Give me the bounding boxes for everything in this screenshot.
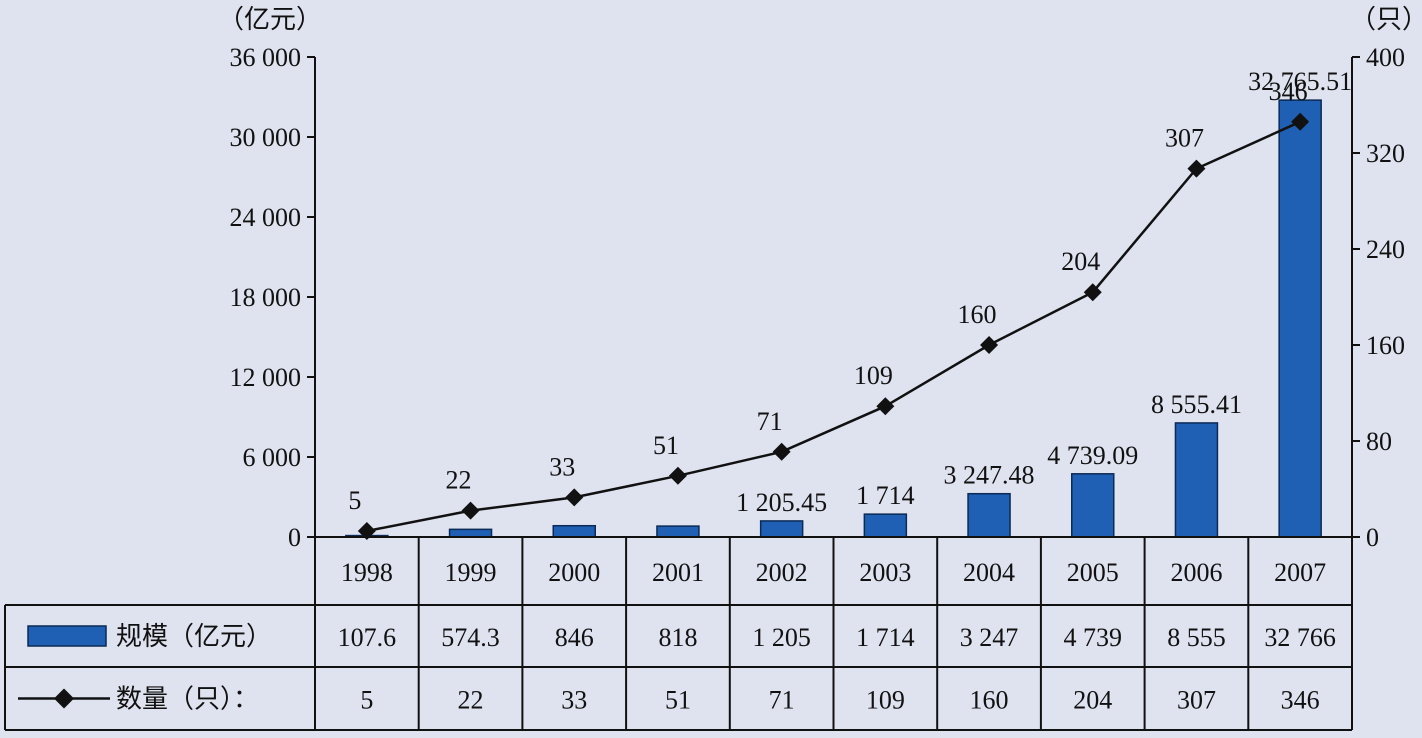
- right-axis-tick-label: 400: [1366, 43, 1405, 72]
- line-data-label: 71: [757, 407, 783, 436]
- table-bar-value: 846: [555, 623, 594, 652]
- table-category-label: 2004: [963, 558, 1015, 587]
- table-category-label: 2005: [1067, 558, 1119, 587]
- table-line-value: 160: [970, 686, 1009, 715]
- left-axis-tick-label: 18 000: [230, 283, 302, 312]
- bar: [1174, 422, 1219, 538]
- table-category-label: 2003: [859, 558, 911, 587]
- right-axis-unit: （只）: [1350, 5, 1422, 34]
- line-data-label: 5: [348, 486, 361, 515]
- table-category-label: 1998: [341, 558, 393, 587]
- bar: [448, 528, 493, 538]
- table-bar-value: 107.6: [338, 623, 397, 652]
- line-data-label: 22: [446, 466, 472, 495]
- line-data-label: 204: [1061, 247, 1100, 276]
- bar: [759, 520, 804, 538]
- bar-data-label: 8 555.41: [1151, 390, 1242, 419]
- table-line-value: 5: [360, 686, 373, 715]
- bar: [656, 525, 700, 538]
- left-axis-tick-label: 36 000: [230, 43, 302, 72]
- left-axis-tick-label: 30 000: [230, 123, 302, 152]
- bar: [552, 524, 596, 538]
- table-bar-value: 1 205: [752, 623, 811, 652]
- table-line-value: 346: [1281, 686, 1320, 715]
- line-data-label: 346: [1269, 77, 1308, 106]
- line-marker: [980, 336, 999, 354]
- right-axis: （只） 0 80 160 240 320 400: [1350, 5, 1422, 552]
- right-axis-ticks: 0 80 160 240 320 400: [1352, 43, 1405, 552]
- line-marker: [876, 397, 895, 416]
- bar-data-label: 3 247.48: [944, 461, 1035, 490]
- table-category-label: 2007: [1274, 558, 1326, 587]
- line-path: [366, 120, 1301, 533]
- left-axis: （亿元） 0 6 000 12 000 18 000 24 000 30 000 36 00…: [218, 5, 322, 552]
- line-series: [357, 112, 1310, 540]
- line-marker: [357, 522, 376, 540]
- table-category-label: 2000: [548, 558, 600, 587]
- table-category-label: 2002: [756, 558, 808, 587]
- table-category-label: 1999: [445, 558, 497, 587]
- left-axis-tick-label: 24 000: [230, 203, 302, 232]
- table-bar-value: 4 739: [1064, 623, 1123, 652]
- left-axis-ticks: 0 6 000 12 000 18 000 24 000 30 000 36 000: [230, 43, 315, 552]
- line-data-label: 307: [1165, 124, 1204, 153]
- table-category-label: 2006: [1170, 558, 1222, 587]
- table-bar-value: 32 766: [1264, 623, 1336, 652]
- line-marker: [1187, 159, 1206, 178]
- right-axis-tick-label: 80: [1366, 427, 1392, 456]
- bar-data-label: 32 765.51: [1248, 67, 1352, 96]
- table-line-value: 22: [458, 686, 484, 715]
- bar-data-label: 1 714: [856, 481, 915, 510]
- right-axis-tick-label: 320: [1366, 139, 1405, 168]
- right-axis-tick-label: 240: [1366, 235, 1405, 264]
- table-bar-value: 8 555: [1167, 623, 1226, 652]
- left-axis-unit: （亿元）: [218, 5, 322, 34]
- table-line-value: 204: [1073, 686, 1112, 715]
- line-marker: [772, 442, 791, 461]
- line-data-labels: 5 22 33 51 71 109 160 204 307 346: [348, 77, 1307, 515]
- line-marker: [668, 466, 687, 485]
- bar: [1071, 473, 1115, 538]
- legend-bar-swatch: [27, 625, 107, 647]
- line-data-label: 33: [549, 452, 575, 481]
- line-data-label: 109: [854, 361, 893, 390]
- line-marker: [1291, 112, 1310, 131]
- table-line-value: 307: [1177, 686, 1216, 715]
- bar-data-label: 4 739.09: [1047, 441, 1138, 470]
- bars-series: [345, 99, 1322, 538]
- table-line-value: 71: [769, 686, 795, 715]
- left-axis-tick-label: 0: [288, 523, 301, 552]
- bar-data-labels: 1 205.45 1 714 3 247.48 4 739.09 8 555.41 32 …: [736, 67, 1352, 517]
- left-axis-tick-label: 12 000: [230, 363, 302, 392]
- table-bar-value: 3 247: [960, 623, 1019, 652]
- bar: [863, 513, 908, 538]
- right-axis-tick-label: 160: [1366, 331, 1405, 360]
- bar: [1278, 99, 1322, 538]
- legend-line-label: 数量（只）：: [116, 685, 259, 714]
- legend-bar-label: 规模（亿元）: [116, 622, 272, 651]
- data-table: 1998 1999 2000 2001 2002 2003 2004 2005 2006 2007…: [4, 536, 1353, 731]
- table-line-value: 33: [561, 686, 587, 715]
- table-line-value: 51: [665, 686, 691, 715]
- table-bar-value: 1 714: [856, 623, 915, 652]
- bar-data-label: 1 205.45: [736, 488, 827, 517]
- left-axis-tick-label: 6 000: [243, 443, 302, 472]
- line-marker: [461, 501, 480, 520]
- table-bar-value: 574.3: [441, 623, 500, 652]
- bar: [967, 492, 1011, 538]
- legend-line-marker: [54, 688, 74, 709]
- line-data-label: 160: [958, 300, 997, 329]
- right-axis-tick-label: 0: [1366, 523, 1379, 552]
- line-marker: [1083, 283, 1102, 302]
- table-line-value: 109: [866, 686, 905, 715]
- line-data-label: 51: [653, 431, 679, 460]
- table-category-label: 2001: [652, 558, 704, 587]
- line-marker: [565, 488, 584, 507]
- table-bar-value: 818: [658, 623, 697, 652]
